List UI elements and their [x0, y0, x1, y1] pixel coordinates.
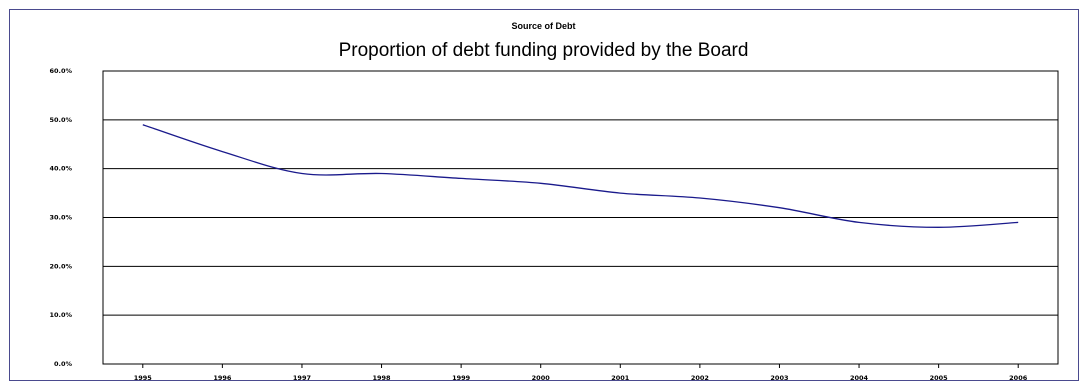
- y-tick-label: 0.0%: [54, 360, 73, 368]
- y-tick-label: 60.0%: [49, 67, 72, 75]
- data-point: [938, 226, 940, 228]
- data-point: [619, 192, 621, 194]
- x-tick-label: 1995: [134, 374, 153, 382]
- x-tick-label: 1997: [293, 374, 311, 382]
- x-tick-label: 2004: [850, 374, 869, 382]
- y-tick-label: 20.0%: [49, 262, 72, 270]
- x-tick-label: 2006: [1009, 374, 1028, 382]
- y-tick-label: 50.0%: [49, 116, 72, 124]
- x-tick-label: 2003: [770, 374, 788, 382]
- chart-title: Proportion of debt funding provided by t…: [338, 40, 749, 61]
- data-point: [699, 197, 701, 199]
- y-tick-label: 40.0%: [49, 165, 72, 173]
- y-tick-label: 10.0%: [49, 311, 72, 319]
- gridlines: [103, 119, 1058, 316]
- x-tick-label: 2005: [930, 374, 949, 382]
- data-point: [460, 178, 462, 180]
- axes: [102, 70, 1059, 368]
- x-tick-label: 1999: [452, 374, 471, 382]
- data-point: [540, 183, 542, 185]
- data-point: [142, 124, 144, 126]
- series-line: [142, 124, 1019, 228]
- x-tick-label: 2002: [691, 374, 709, 382]
- y-tick-label: 30.0%: [49, 214, 72, 222]
- x-tick-label: 2001: [611, 374, 630, 382]
- x-tick-label: 1998: [372, 374, 391, 382]
- x-tick-label: 1996: [213, 374, 232, 382]
- tick-labels: 0.0% 10.0% 20.0% 30.0% 40.0% 50.0% 60.0% 1995 19…: [49, 67, 1027, 382]
- chart-supertitle: Source of Debt: [511, 21, 576, 31]
- data-point: [858, 222, 860, 224]
- data-point: [301, 173, 303, 175]
- data-point: [779, 207, 781, 209]
- x-tick-label: 2000: [532, 374, 551, 382]
- data-point: [1017, 222, 1019, 224]
- data-point: [381, 173, 383, 175]
- series-layer: [142, 124, 1019, 228]
- plot-border: [102, 70, 1059, 365]
- data-point: [222, 151, 224, 153]
